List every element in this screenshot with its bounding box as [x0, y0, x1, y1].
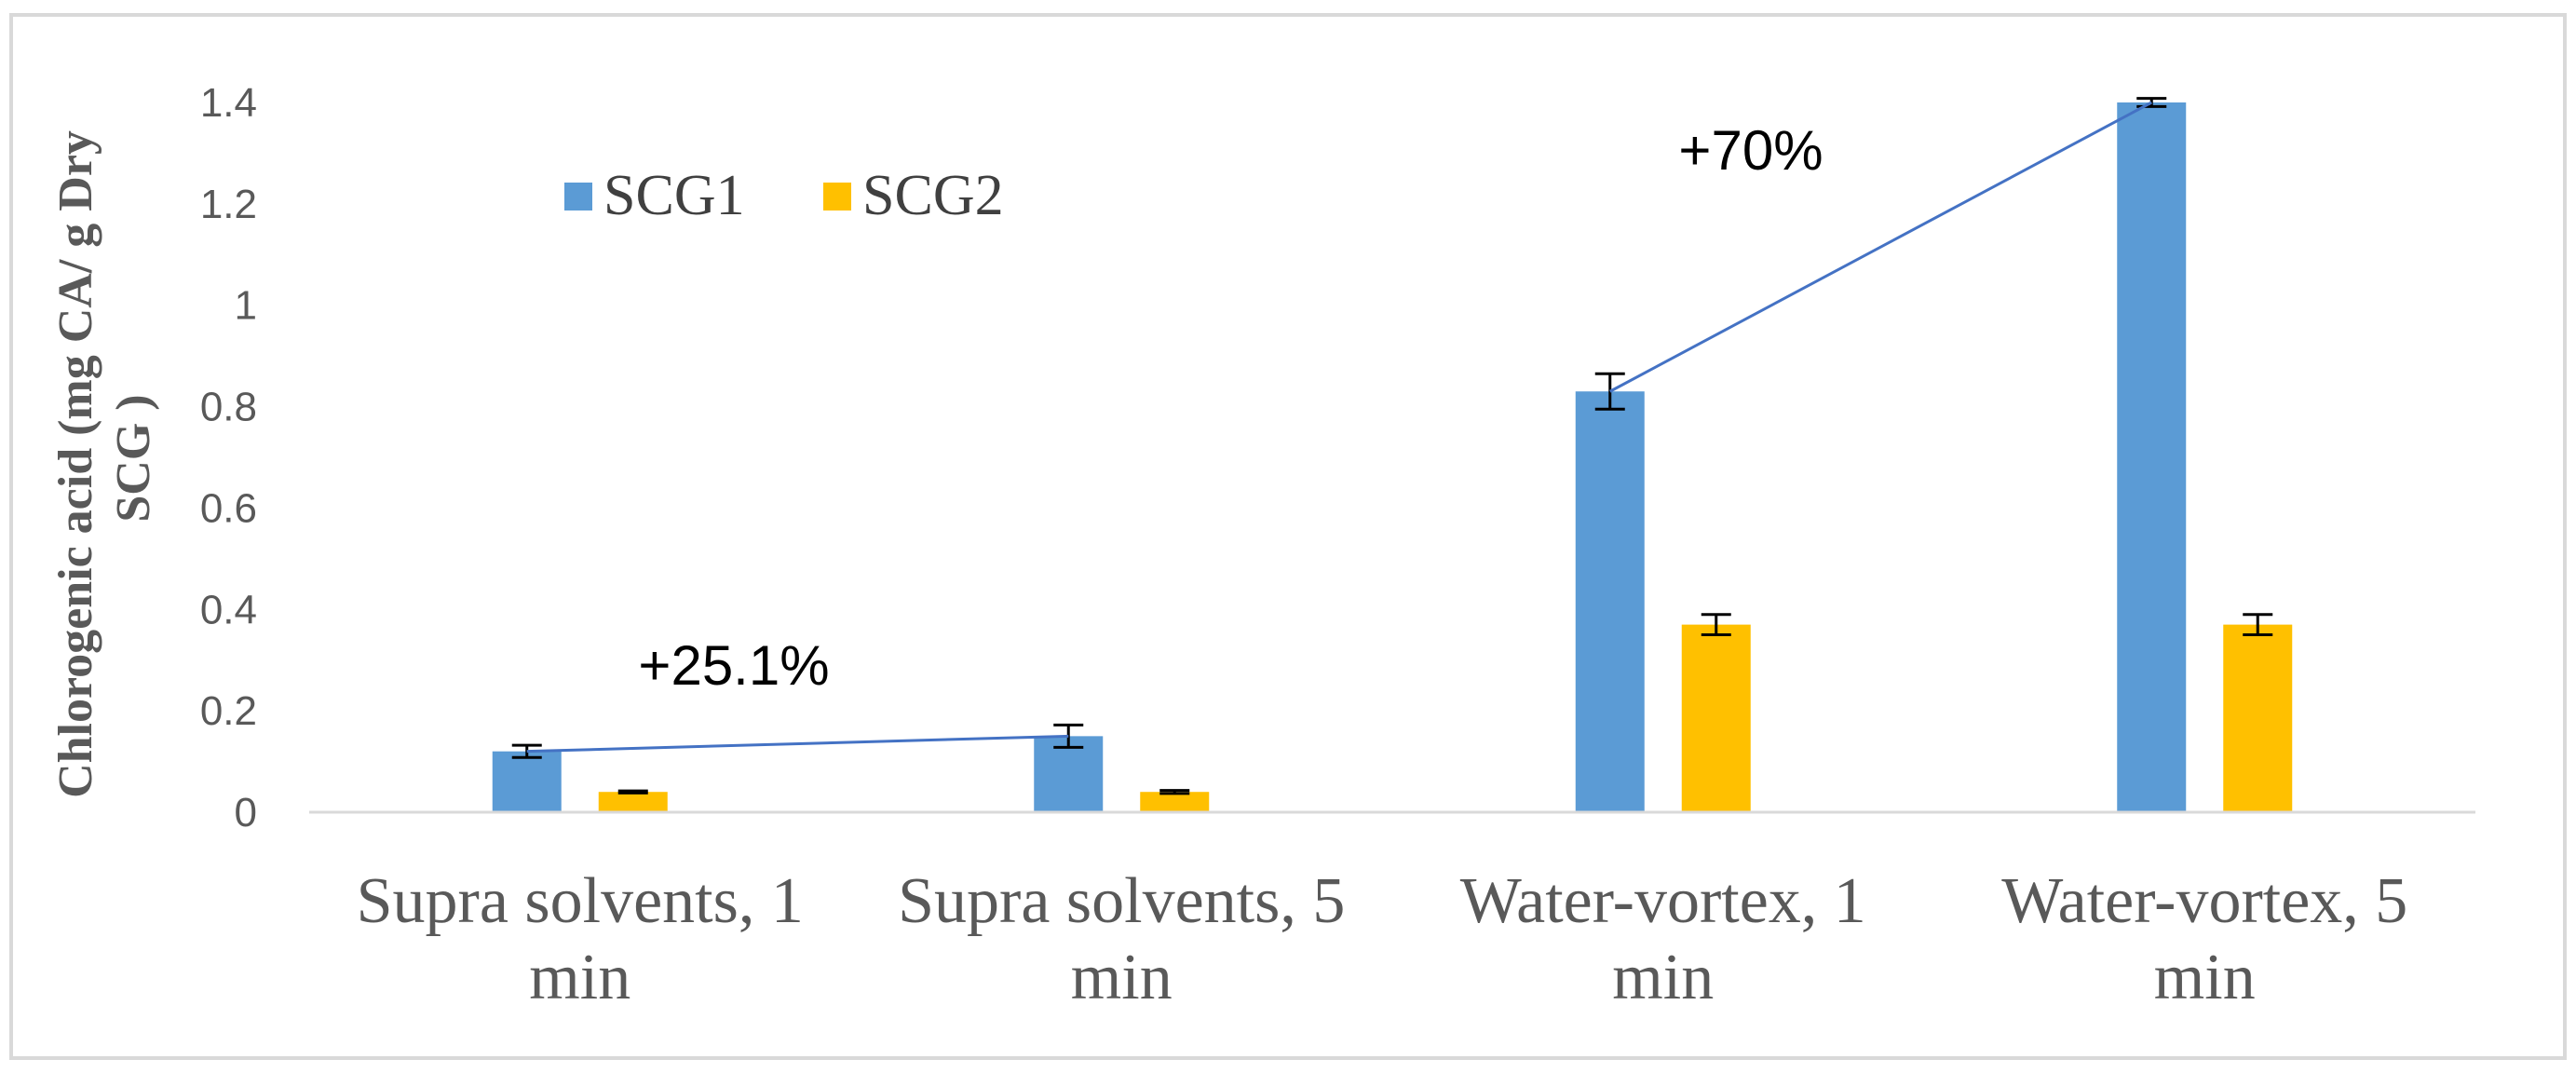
- legend-swatch-scg2: [823, 183, 851, 211]
- x-category-label-line-2: min: [529, 942, 630, 1013]
- bar-scg1-2: [1575, 391, 1645, 812]
- y-tick-label: 0.6: [200, 485, 257, 531]
- y-tick-label: 1: [235, 283, 257, 329]
- bar-scg2-0: [598, 792, 668, 812]
- bar-scg2-3: [2223, 624, 2293, 812]
- trend-lines: [526, 101, 2152, 754]
- legend-label-scg2: SCG2: [862, 164, 1004, 227]
- trend-line-0: [526, 734, 1069, 754]
- y-tick-labels: 0 0.2 0.4 0.6 0.8 1 1.2 1.4: [200, 80, 257, 835]
- legend-swatch-scg1: [564, 183, 592, 211]
- bar-scg2-1: [1140, 792, 1210, 812]
- y-axis-title: Chlorogenic acid (mg CA/ g Dry SCG ): [49, 118, 160, 798]
- legend-label-scg1: SCG1: [603, 164, 745, 227]
- y-axis-title-line-1: Chlorogenic acid (mg CA/ g Dry: [49, 130, 102, 798]
- x-category-label-line-1: Water-vortex, 1: [1460, 865, 1866, 937]
- y-tick-label: 1.4: [200, 80, 257, 126]
- annotation-supra-increase: +25.1%: [638, 634, 829, 697]
- bars: [492, 102, 2293, 812]
- x-category-label-line-2: min: [2154, 942, 2256, 1013]
- trend-line-1: [1609, 101, 2152, 393]
- bar-scg1-0: [492, 751, 562, 812]
- bar-scg1-1: [1034, 736, 1104, 812]
- y-tick-label: 0.4: [200, 587, 257, 632]
- x-category-label-line-2: min: [1612, 942, 1714, 1013]
- legend: SCG1 SCG2: [564, 164, 1004, 227]
- y-tick-label: 0.8: [200, 385, 257, 430]
- x-category-label-line-1: Supra solvents, 1: [357, 865, 804, 937]
- y-axis-title-line-2: SCG ): [107, 394, 160, 522]
- bar-scg1-3: [2117, 102, 2187, 812]
- y-tick-label: 1.2: [200, 182, 257, 227]
- y-tick-label: 0: [235, 790, 257, 835]
- x-category-label-line-1: Supra solvents, 5: [898, 865, 1345, 937]
- x-category-label-line-2: min: [1071, 942, 1173, 1013]
- annotation-water-increase: +70%: [1678, 119, 1823, 182]
- x-category-label-line-1: Water-vortex, 5: [2001, 865, 2407, 937]
- y-tick-label: 0.2: [200, 688, 257, 734]
- bar-scg2-2: [1681, 624, 1751, 812]
